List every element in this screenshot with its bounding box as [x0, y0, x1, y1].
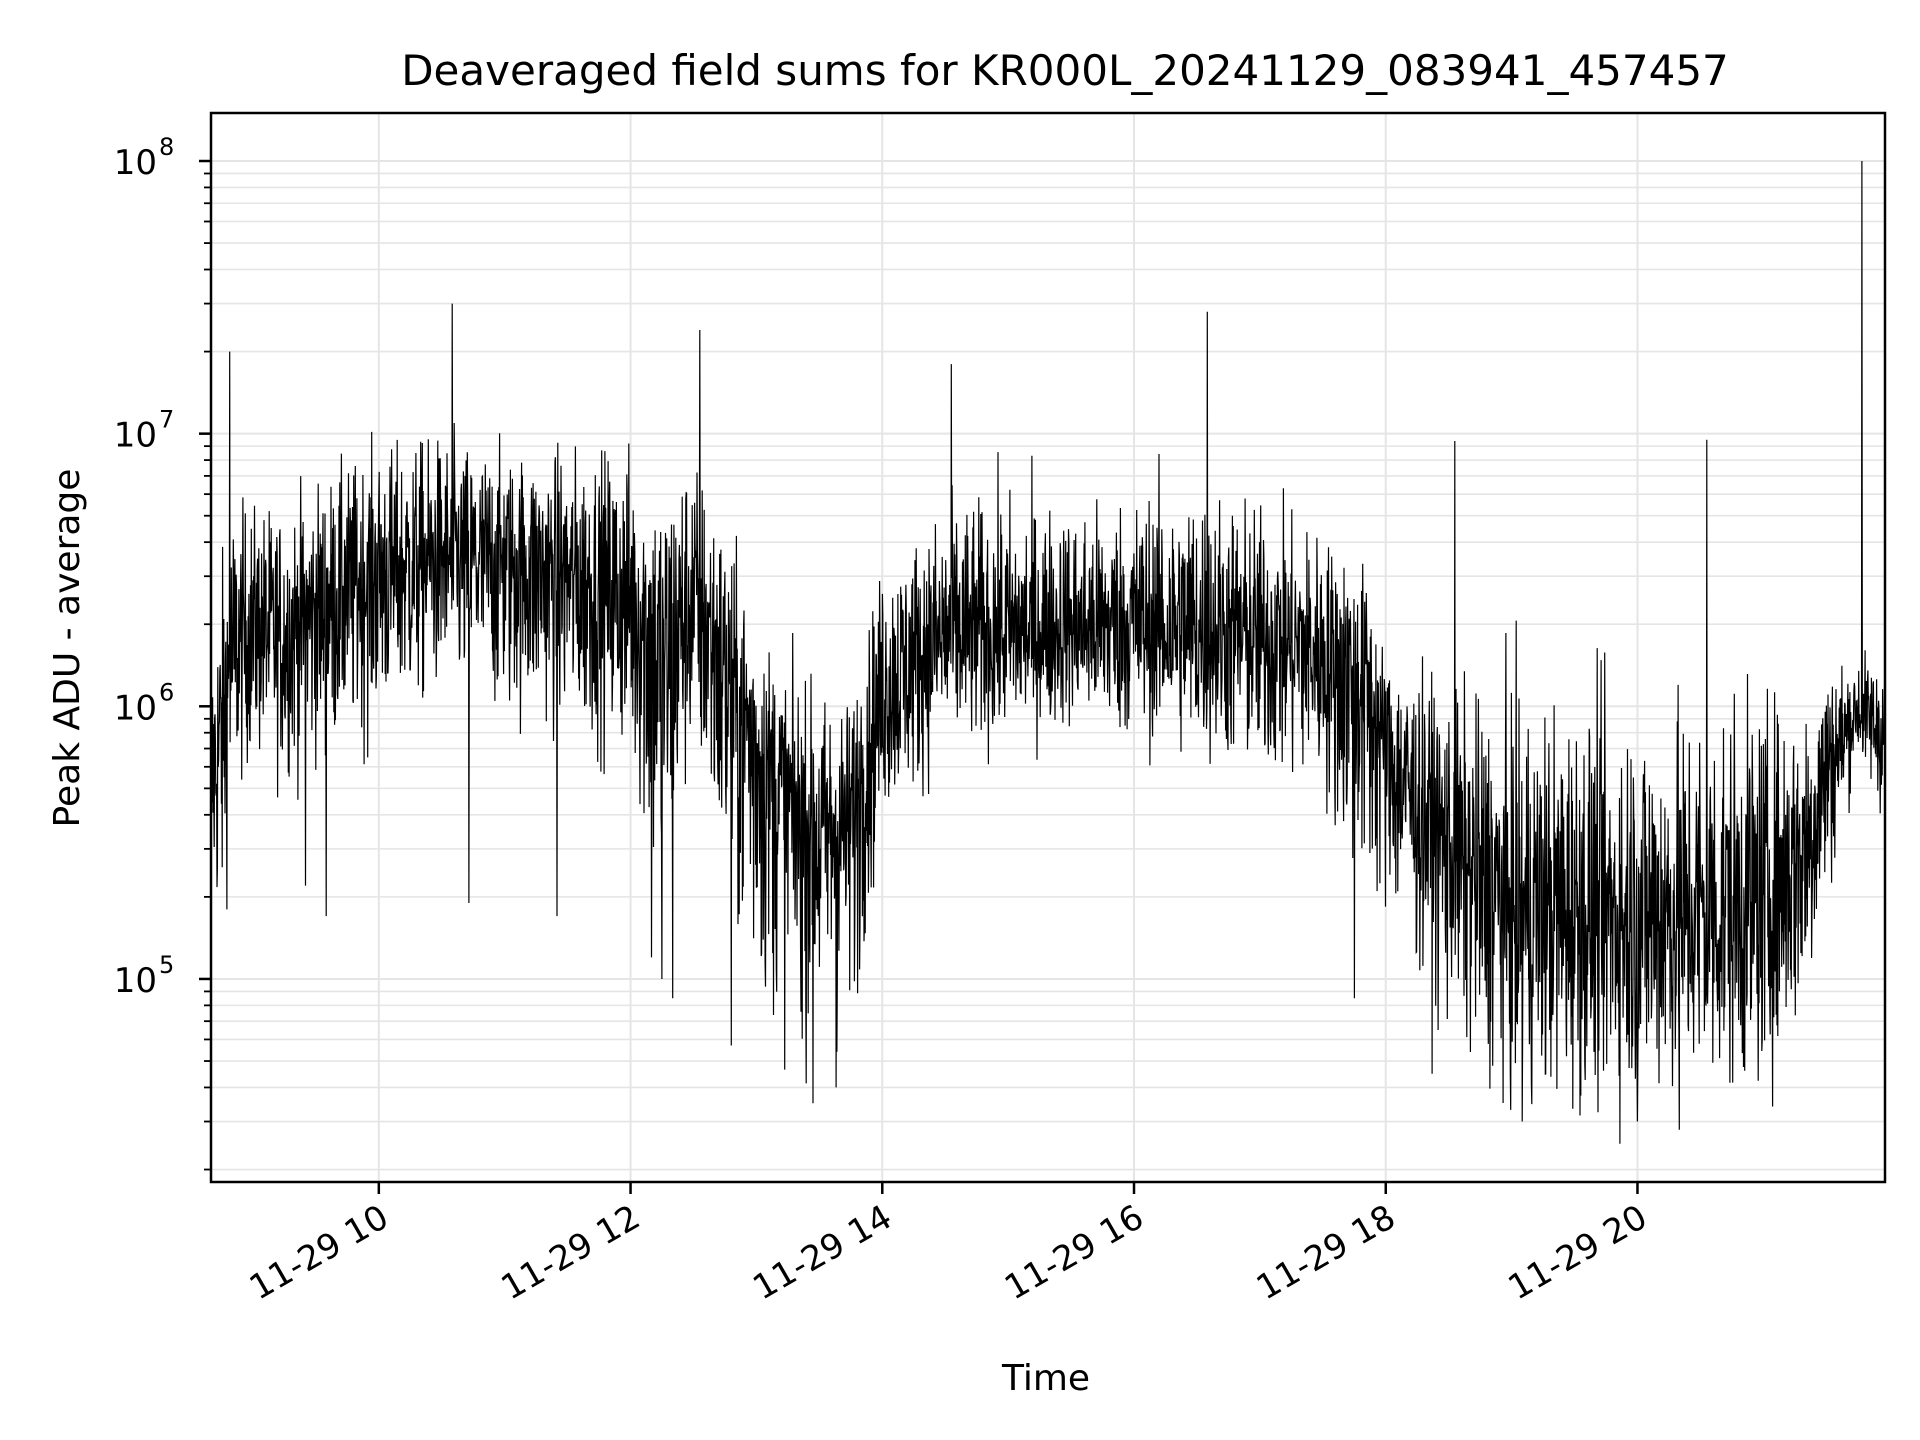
- y-tick-label: 10: [114, 416, 157, 456]
- y-tick-exponent: 6: [159, 678, 174, 706]
- y-axis-label: Peak ADU - average: [47, 469, 88, 828]
- plot-area-frame: [209, 111, 1887, 1184]
- y-tick-label: 10: [114, 143, 157, 183]
- y-tick-label: 10: [114, 961, 157, 1001]
- y-tick-exponent: 7: [159, 406, 174, 434]
- chart-title: Deaveraged field sums for KR000L_2024112…: [401, 46, 1729, 95]
- x-axis-label: Time: [1001, 1358, 1090, 1399]
- y-tick-exponent: 5: [159, 951, 174, 979]
- y-tick-label: 10: [114, 688, 157, 728]
- y-tick-exponent: 8: [159, 133, 174, 161]
- series-line: [210, 160, 1886, 1144]
- grid: [211, 113, 1885, 1182]
- series-layer: [210, 160, 1886, 1144]
